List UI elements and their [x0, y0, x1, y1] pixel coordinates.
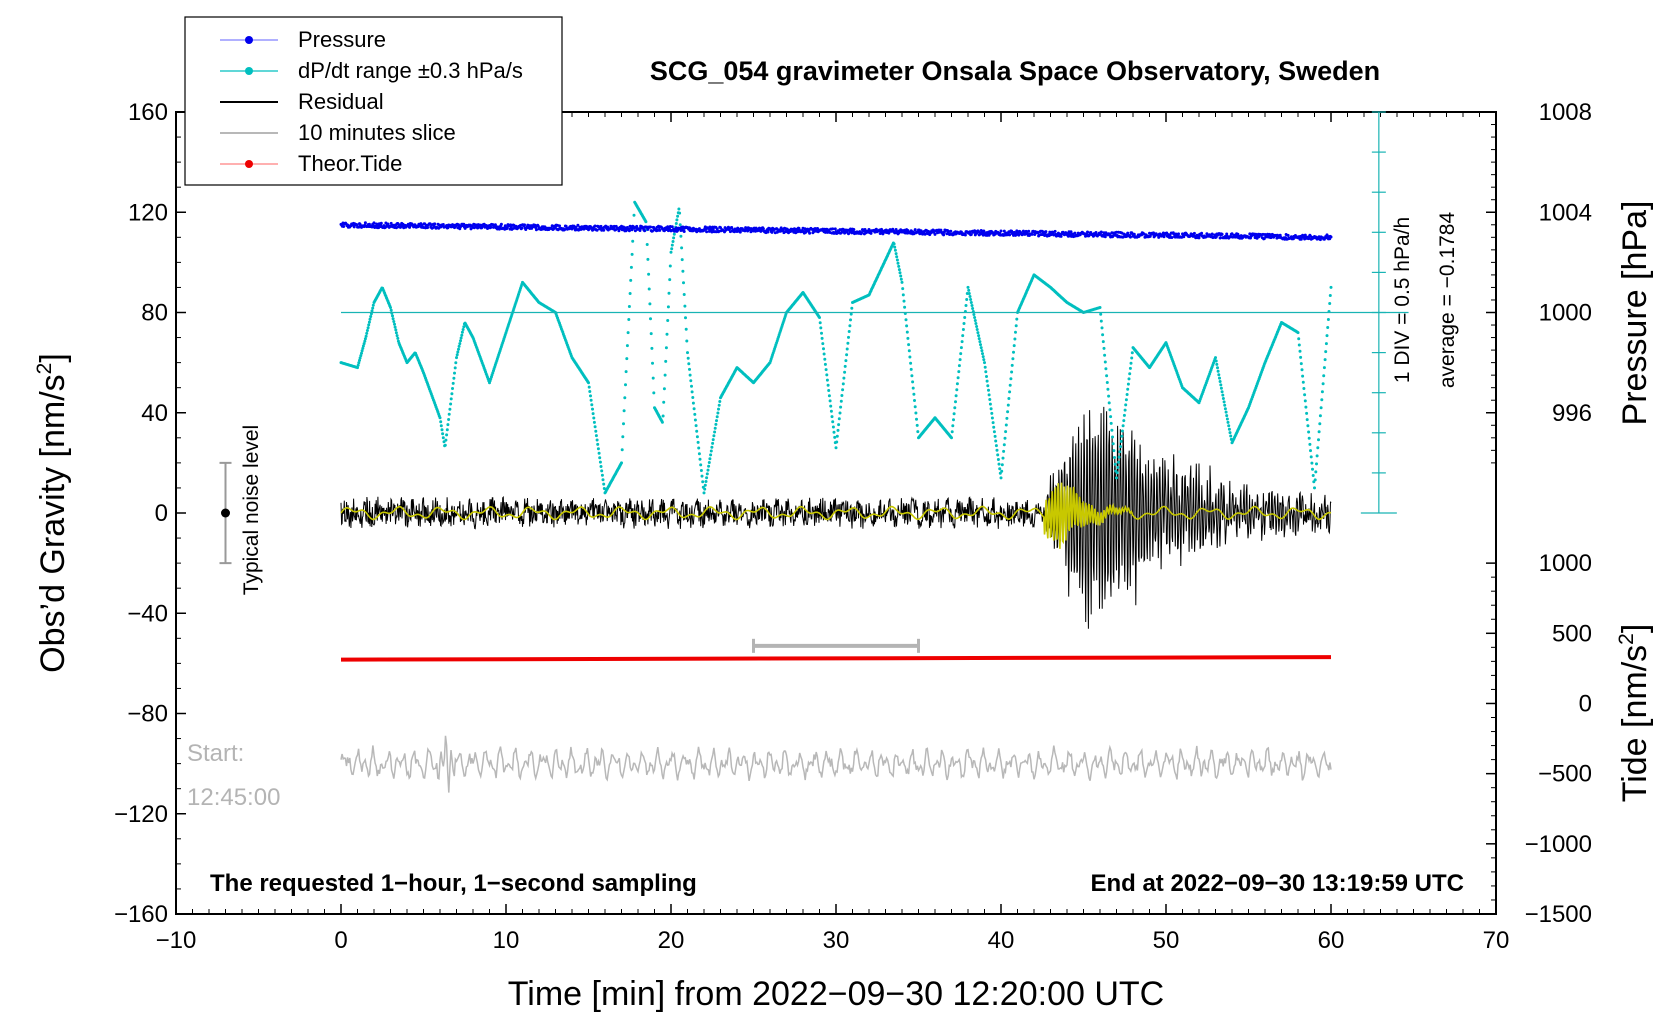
slice-line: [340, 735, 1332, 793]
dpdt-scale-label-1: 1 DIV = 0.5 hPa/h: [1391, 217, 1414, 383]
noise-level-marker: [219, 461, 232, 565]
y-axis-title-pressure: Pressure [hPa]: [1616, 201, 1654, 426]
y-axis-title-left-main: Obs’d Gravity [nm/s: [34, 374, 72, 673]
dpdt-points: [339, 200, 1333, 495]
pressure-points: [339, 221, 1333, 242]
x-tick-label: 50: [1153, 927, 1180, 954]
chart-title: SCG_054 gravimeter Onsala Space Observat…: [650, 56, 1380, 86]
slice-bracket: [752, 638, 920, 653]
legend: Pressure dP/dt range ±0.3 hPa/s Residual 10…: [184, 16, 563, 186]
y-axis-title-left-close: ]: [34, 353, 72, 362]
y-axis-ticks: 160 120 80 40 0 −40 −80 −120 −160: [114, 99, 186, 928]
y-tick-label: −40: [127, 600, 168, 627]
tide-line: [340, 655, 1332, 662]
legend-label: Pressure: [298, 27, 386, 52]
residual-series: [340, 406, 1332, 629]
tide-tick-label: 0: [1579, 690, 1592, 717]
y-axis-title-tide-sup: 2: [1615, 633, 1638, 645]
y-tick-label: −160: [114, 901, 168, 928]
pressure-series: [339, 221, 1333, 242]
dpdt-scale-bar: [341, 111, 1409, 514]
x-axis-ticks: −10 0 10 20 30 40 50 60 70: [156, 112, 1510, 954]
x-tick-label: 30: [823, 927, 850, 954]
x-tick-label: 20: [658, 927, 685, 954]
pressure-tick-label: 1008: [1539, 99, 1592, 126]
pressure-tick-label: 1000: [1539, 300, 1592, 327]
y-tick-label: 40: [141, 400, 168, 427]
tide-tick-label: −500: [1538, 761, 1592, 788]
noise-level-label: Typical noise level: [240, 425, 263, 595]
sampling-note: The requested 1−hour, 1−second sampling: [210, 870, 697, 897]
y-axis-title-tide-main: Tide [nm/s: [1616, 645, 1654, 802]
noise-center-dot: [221, 508, 230, 518]
end-time-note: End at 2022−09−30 13:19:59 UTC: [1090, 870, 1464, 897]
pressure-axis-ticks: 1008 1004 1000 996: [1486, 99, 1592, 464]
slice-series: [340, 735, 1332, 793]
pressure-tick-label: 996: [1552, 400, 1592, 427]
x-tick-label: −10: [156, 927, 197, 954]
y-tick-label: −120: [114, 801, 168, 828]
legend-swatch-dot: [245, 160, 253, 168]
tide-tick-label: 1000: [1539, 550, 1592, 577]
tide-axis-ticks: 1000 500 0 −500 −1000 −1500: [1486, 550, 1592, 928]
y-tick-label: 0: [155, 500, 168, 527]
legend-swatch-dot: [245, 67, 253, 75]
tide-tick-label: −1000: [1525, 831, 1592, 858]
tide-series: [340, 655, 1332, 662]
x-axis-title: Time [min] from 2022−09−30 12:20:00 UTC: [508, 975, 1164, 1013]
dpdt-scale-label-2: average = −0.1784: [1436, 212, 1459, 389]
legend-label: dP/dt range ±0.3 hPa/s: [298, 58, 523, 83]
legend-label: Residual: [298, 89, 384, 114]
y-axis-title-left: Obs’d Gravity [nm/s2]: [33, 353, 72, 673]
y-tick-label: 160: [128, 99, 168, 126]
y-tick-label: 120: [128, 199, 168, 226]
tide-tick-label: −1500: [1525, 901, 1592, 928]
y-axis-title-tide-close: ]: [1616, 624, 1654, 633]
legend-label: Theor.Tide: [298, 151, 402, 176]
y-tick-label: 80: [141, 300, 168, 327]
x-tick-label: 0: [334, 927, 347, 954]
x-tick-label: 40: [988, 927, 1015, 954]
filtered-series: [340, 482, 1332, 549]
dpdt-series: [339, 200, 1333, 495]
pressure-tick-label: 1004: [1539, 199, 1592, 226]
start-time: 12:45:00: [187, 784, 280, 811]
tide-tick-label: 500: [1552, 620, 1592, 647]
x-tick-label: 60: [1318, 927, 1345, 954]
y-tick-label: −80: [127, 701, 168, 728]
x-tick-label: 70: [1483, 927, 1510, 954]
x-tick-label: 10: [493, 927, 520, 954]
filtered-line: [340, 482, 1332, 549]
residual-line: [340, 406, 1332, 629]
y-axis-title-tide: Tide [nm/s2]: [1615, 624, 1654, 803]
legend-label: 10 minutes slice: [298, 120, 456, 145]
y-axis-title-left-sup: 2: [33, 363, 56, 375]
start-label: Start:: [187, 740, 244, 767]
legend-swatch-dot: [245, 36, 253, 44]
